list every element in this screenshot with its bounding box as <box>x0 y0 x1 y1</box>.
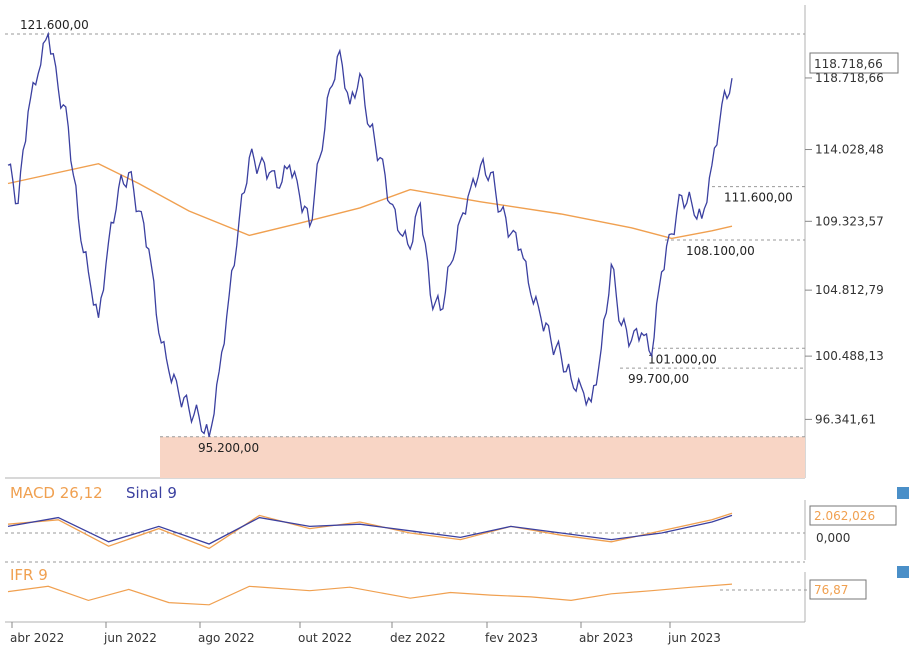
price-tick-label: 109.323,57 <box>815 214 884 228</box>
x-tick-label: fev 2023 <box>485 631 538 645</box>
price-tick-label: 100.488,13 <box>815 349 884 363</box>
macd-settings-icon[interactable] <box>897 487 909 499</box>
x-tick-label: jun 2023 <box>667 631 721 645</box>
x-tick-label: dez 2022 <box>390 631 446 645</box>
price-tick-label: 96.341,61 <box>815 412 876 426</box>
support-zone <box>160 436 805 478</box>
level-label: 108.100,00 <box>686 244 755 258</box>
x-tick-label: jun 2022 <box>103 631 157 645</box>
moving-average-line <box>7 162 733 240</box>
level-label: 111.600,00 <box>724 191 793 205</box>
signal-line <box>7 514 733 545</box>
last-price-label: 118.718,66 <box>814 57 883 71</box>
price-tick-label: 118.718,66 <box>815 71 884 85</box>
ifr-value-box <box>809 579 867 600</box>
last-price-box <box>809 52 899 74</box>
price-line <box>7 31 733 437</box>
macd-zero-tick: 0,000 <box>816 531 850 545</box>
x-tick-label: abr 2022 <box>10 631 64 645</box>
x-tick-label: ago 2022 <box>198 631 255 645</box>
macd-value-label: 2.062,026 <box>814 509 875 523</box>
price-axis-ticks: 118.718,66 114.028,48 109.323,57 104.812,79… <box>805 71 884 426</box>
x-axis-ticks: abr 2022 jun 2022 ago 2022 out 2022 dez 2022… <box>10 622 721 645</box>
level-label: 101.000,00 <box>648 352 717 366</box>
ifr-value-label: 76,87 <box>814 583 848 597</box>
level-label: 121.600,00 <box>20 18 89 32</box>
price-tick-label: 104.812,79 <box>815 283 884 297</box>
level-label: 99.700,00 <box>628 372 689 386</box>
x-tick-label: out 2022 <box>298 631 352 645</box>
macd-legend-label: MACD 26,12 <box>10 484 103 502</box>
price-tick-label: 114.028,48 <box>815 143 884 157</box>
level-label: 95.200,00 <box>198 441 259 455</box>
ifr-settings-icon[interactable] <box>897 566 909 578</box>
x-tick-label: abr 2023 <box>579 631 633 645</box>
macd-value-box <box>809 505 897 526</box>
level-lines: 121.600,00 111.600,00 108.100,00 101.000,00… <box>5 18 805 455</box>
macd-line <box>7 512 733 550</box>
ifr-line <box>7 583 733 606</box>
signal-legend-label: Sinal 9 <box>126 484 177 502</box>
ifr-legend-label: IFR 9 <box>10 566 48 584</box>
